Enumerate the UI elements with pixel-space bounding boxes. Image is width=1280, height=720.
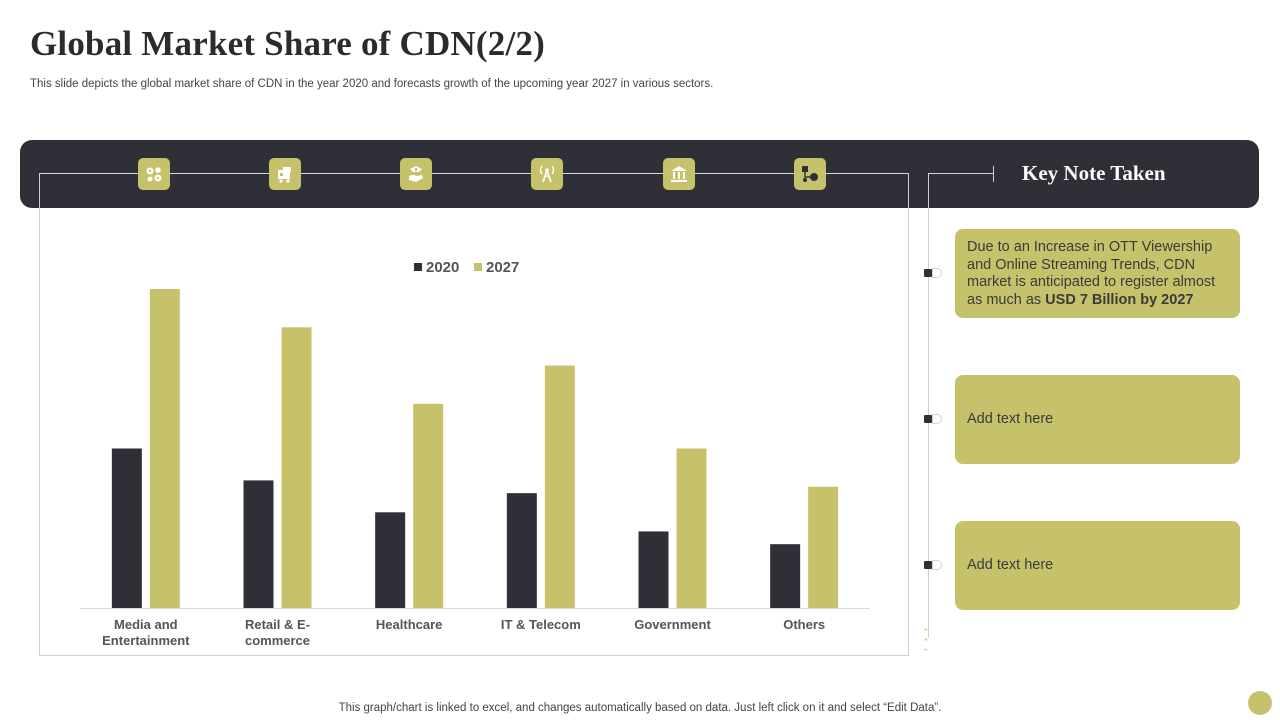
key-connector-line xyxy=(928,173,994,174)
bar-2020-5 xyxy=(638,531,669,608)
key-note-text-3[interactable]: Add text here xyxy=(967,556,1054,573)
legend-swatch-2027 xyxy=(474,263,482,271)
bar-2020-1 xyxy=(111,448,142,608)
chevron-up-icon: ⌃ xyxy=(922,627,930,637)
x-tick-label: IT & Telecom xyxy=(501,617,581,632)
x-tick-label: Healthcare xyxy=(376,617,442,632)
note-connector xyxy=(924,560,942,570)
bar-2020-3 xyxy=(375,512,406,608)
x-tick-label: Retail & E-commerce xyxy=(245,617,310,648)
note-connector xyxy=(924,414,942,424)
key-note-text-1-highlight: USD 7 Billion by 2027 xyxy=(1045,291,1194,308)
footer-note: This graph/chart is linked to excel, and… xyxy=(338,702,942,714)
media-icon xyxy=(138,158,170,190)
legend-swatch-2020 xyxy=(414,263,422,271)
bar-2027-6 xyxy=(808,486,839,608)
x-tick-label: Media and Entertainment xyxy=(102,617,190,648)
healthcare-hand-icon xyxy=(400,158,432,190)
government-building-icon xyxy=(663,158,695,190)
page-title: Global Market Share of CDN(2/2) xyxy=(30,24,545,63)
others-network-icon xyxy=(794,158,826,190)
chart-frame xyxy=(39,173,909,656)
key-timeline-line xyxy=(928,173,929,638)
key-note-card-3[interactable]: Add text here xyxy=(955,521,1240,610)
bar-2020-4 xyxy=(506,493,537,608)
bar-2027-1 xyxy=(149,289,180,608)
key-note-text-1: Due to an Increase in OTT Viewership and… xyxy=(967,239,1228,309)
chevron-up-icon: ⌃ xyxy=(922,637,930,647)
key-note-text-1-body: Due to an Increase in OTT Viewership and… xyxy=(967,239,1216,308)
header-band xyxy=(20,140,1259,208)
shopping-cart-icon xyxy=(269,158,301,190)
key-note-card-1: Due to an Increase in OTT Viewership and… xyxy=(955,229,1240,318)
x-tick-label: Government xyxy=(634,617,711,632)
chevron-up-icon: ⌃ xyxy=(922,647,930,657)
key-note-title: Key Note Taken xyxy=(1022,161,1166,185)
legend-label-2020: 2020 xyxy=(426,259,459,276)
bar-2020-2 xyxy=(243,480,274,608)
key-note-text-2[interactable]: Add text here xyxy=(967,410,1054,427)
key-connector-tick xyxy=(993,166,994,182)
bar-2027-2 xyxy=(281,327,312,608)
note-connector xyxy=(924,268,942,278)
page-subtitle: This slide depicts the global market sha… xyxy=(30,78,714,90)
decorative-dot xyxy=(1248,691,1272,715)
telecom-tower-icon xyxy=(531,158,563,190)
legend-label-2027: 2027 xyxy=(486,259,519,276)
x-tick-label: Others xyxy=(783,617,825,632)
key-note-card-2[interactable]: Add text here xyxy=(955,375,1240,464)
bar-2020-6 xyxy=(770,544,801,608)
bar-2027-3 xyxy=(413,403,444,608)
bar-2027-4 xyxy=(544,365,575,608)
bar-2027-5 xyxy=(676,448,707,608)
